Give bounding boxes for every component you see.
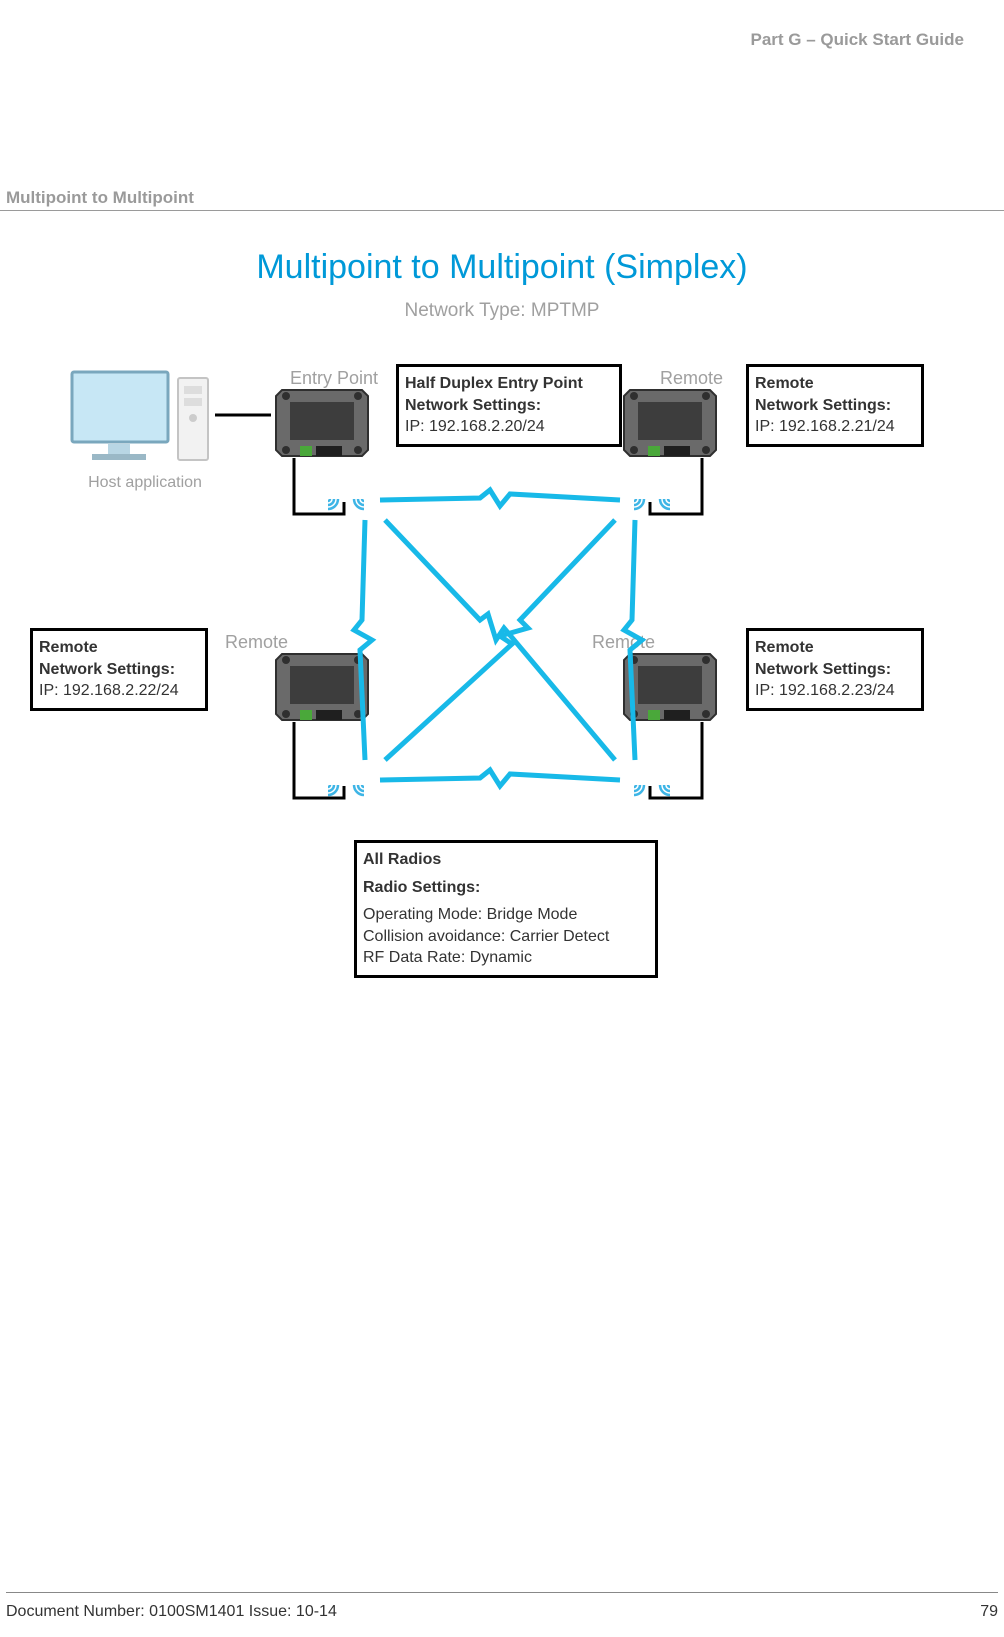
callout-title: All Radios bbox=[363, 849, 649, 871]
callout-subtitle: Network Settings: bbox=[39, 659, 199, 681]
callout-title: Remote bbox=[39, 637, 199, 659]
page-header: Part G – Quick Start Guide bbox=[750, 30, 964, 50]
callout-remote-bl: Remote Network Settings: IP: 192.168.2.2… bbox=[30, 628, 208, 711]
host-application: Host application bbox=[70, 370, 220, 492]
callout-ip: IP: 192.168.2.23/24 bbox=[755, 680, 915, 702]
callout-subtitle: Network Settings: bbox=[755, 659, 915, 681]
section-title: Multipoint to Multipoint bbox=[0, 188, 1004, 211]
diagram-subtitle: Network Type: MPTMP bbox=[0, 300, 1004, 322]
callout-ip: IP: 192.168.2.22/24 bbox=[39, 680, 199, 702]
diagram-title: Multipoint to Multipoint (Simplex) bbox=[0, 248, 1004, 287]
radio-device-icon bbox=[272, 376, 372, 471]
radio-device-icon bbox=[620, 376, 720, 471]
device-remote-tr bbox=[620, 376, 720, 471]
callout-remote-br: Remote Network Settings: IP: 192.168.2.2… bbox=[746, 628, 924, 711]
callout-title: Half Duplex Entry Point bbox=[405, 373, 613, 395]
callout-remote-tr: Remote Network Settings: IP: 192.168.2.2… bbox=[746, 364, 924, 447]
callout-ip: IP: 192.168.2.20/24 bbox=[405, 416, 613, 438]
footer-doc-number: Document Number: 0100SM1401 Issue: 10-14 bbox=[6, 1603, 337, 1621]
callout-line: Operating Mode: Bridge Mode bbox=[363, 904, 649, 926]
callout-subtitle: Network Settings: bbox=[755, 395, 915, 417]
callout-line: Collision avoidance: Carrier Detect bbox=[363, 926, 649, 948]
callout-ip: IP: 192.168.2.21/24 bbox=[755, 416, 915, 438]
callout-title: Remote bbox=[755, 637, 915, 659]
page-footer: Document Number: 0100SM1401 Issue: 10-14… bbox=[6, 1592, 998, 1621]
footer-page-number: 79 bbox=[980, 1603, 998, 1621]
callout-all-radios: All Radios Radio Settings: Operating Mod… bbox=[354, 840, 658, 978]
callout-line: RF Data Rate: Dynamic bbox=[363, 947, 649, 969]
callout-title: Remote bbox=[755, 373, 915, 395]
cable-icon bbox=[215, 412, 271, 418]
monitor-icon bbox=[70, 370, 220, 470]
rf-links-icon bbox=[340, 480, 660, 800]
network-diagram: Host application Entry Point Remote Remo… bbox=[0, 350, 1004, 990]
callout-entry-point: Half Duplex Entry Point Network Settings… bbox=[396, 364, 622, 447]
callout-subtitle: Radio Settings: bbox=[363, 877, 649, 899]
callout-subtitle: Network Settings: bbox=[405, 395, 613, 417]
host-label: Host application bbox=[70, 474, 220, 492]
device-entry-point bbox=[272, 376, 372, 471]
